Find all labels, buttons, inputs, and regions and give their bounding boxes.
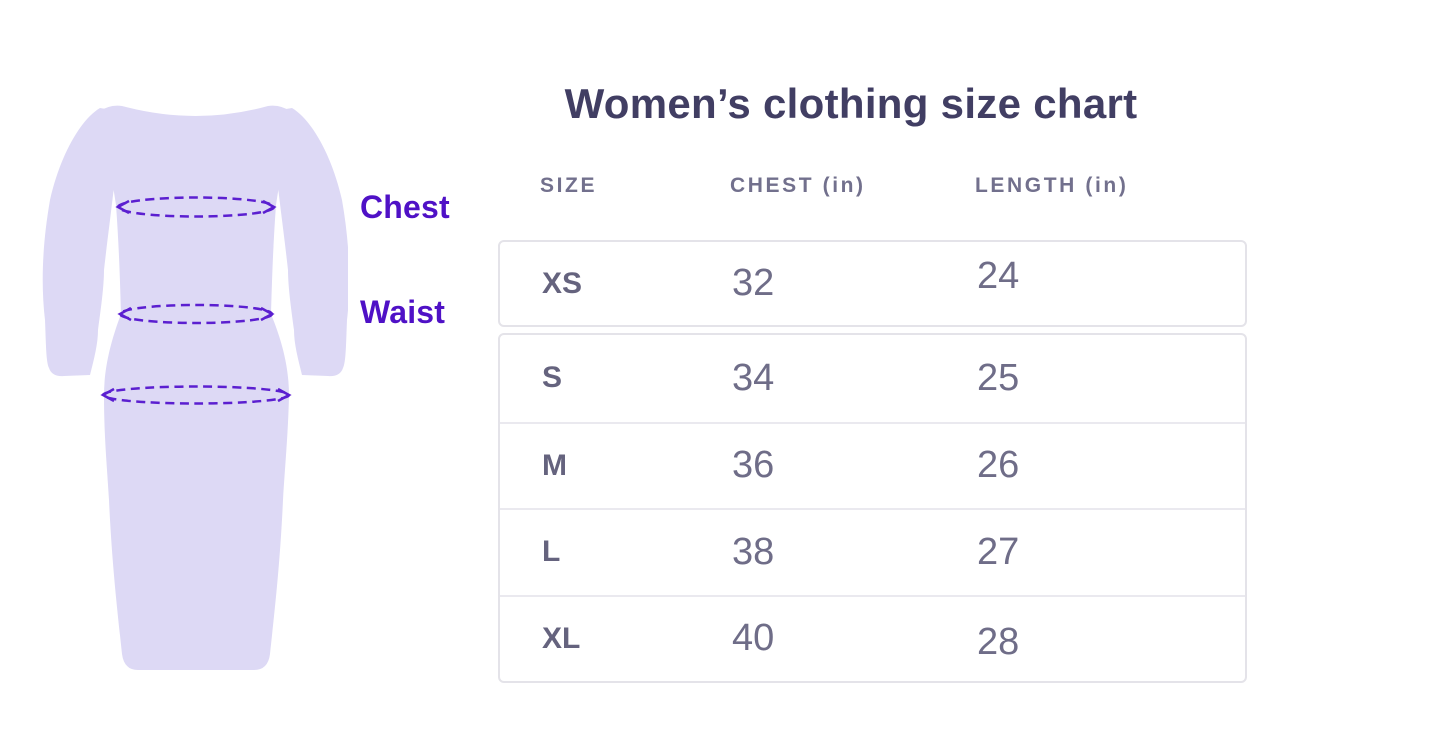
chest-cell: 40 [732, 617, 775, 660]
length-cell: 25 [977, 356, 1020, 399]
size-cell: S [542, 361, 563, 395]
waist-measurement-label: Waist [360, 294, 446, 330]
waist-measure-arrow-left [117, 306, 132, 322]
length-cell: 26 [977, 444, 1020, 487]
chest-cell: 34 [732, 356, 775, 399]
table-row-s: S 34 25 [500, 335, 1245, 422]
table-row-xs: XS 32 24 [498, 240, 1247, 327]
dress-illustration [42, 105, 348, 671]
table-row-xl: XL 40 28 [500, 594, 1245, 682]
chest-cell: 32 [732, 262, 775, 304]
hip-measure-arrow-left [100, 387, 115, 403]
size-cell: M [542, 448, 567, 482]
table-row-m: M 36 26 [500, 421, 1245, 509]
size-cell: L [542, 535, 561, 569]
length-cell: 24 [977, 255, 1020, 297]
length-cell: 27 [977, 530, 1020, 573]
length-cell: 28 [977, 621, 1020, 664]
chest-cell: 36 [732, 444, 775, 487]
dress-right-sleeve-shape [268, 108, 348, 377]
chest-measurement-label: Chest [360, 189, 450, 225]
chest-cell: 38 [732, 530, 775, 573]
size-cell: XS [542, 266, 583, 300]
chest-measure-arrow-right [262, 199, 277, 215]
hip-measure-arrow-right [277, 387, 292, 403]
table-row-group: S 34 25 M 36 26 L 38 27 XL 40 28 [498, 333, 1247, 683]
dress-body-shape [98, 105, 292, 671]
size-cell: XL [542, 621, 581, 655]
page-title: Women’s clothing size chart [564, 80, 1138, 127]
table-row-l: L 38 27 [500, 508, 1245, 595]
waist-measure-arrow-right [260, 306, 275, 322]
table-header-row: SIZE CHEST (in) LENGTH (in) [498, 170, 1247, 202]
chest-measure-arrow-left [115, 199, 130, 215]
dress-left-sleeve-shape [42, 108, 124, 377]
column-header-length: LENGTH (in) [975, 174, 1129, 197]
column-header-chest: CHEST (in) [730, 174, 866, 197]
column-header-size: SIZE [540, 174, 598, 197]
